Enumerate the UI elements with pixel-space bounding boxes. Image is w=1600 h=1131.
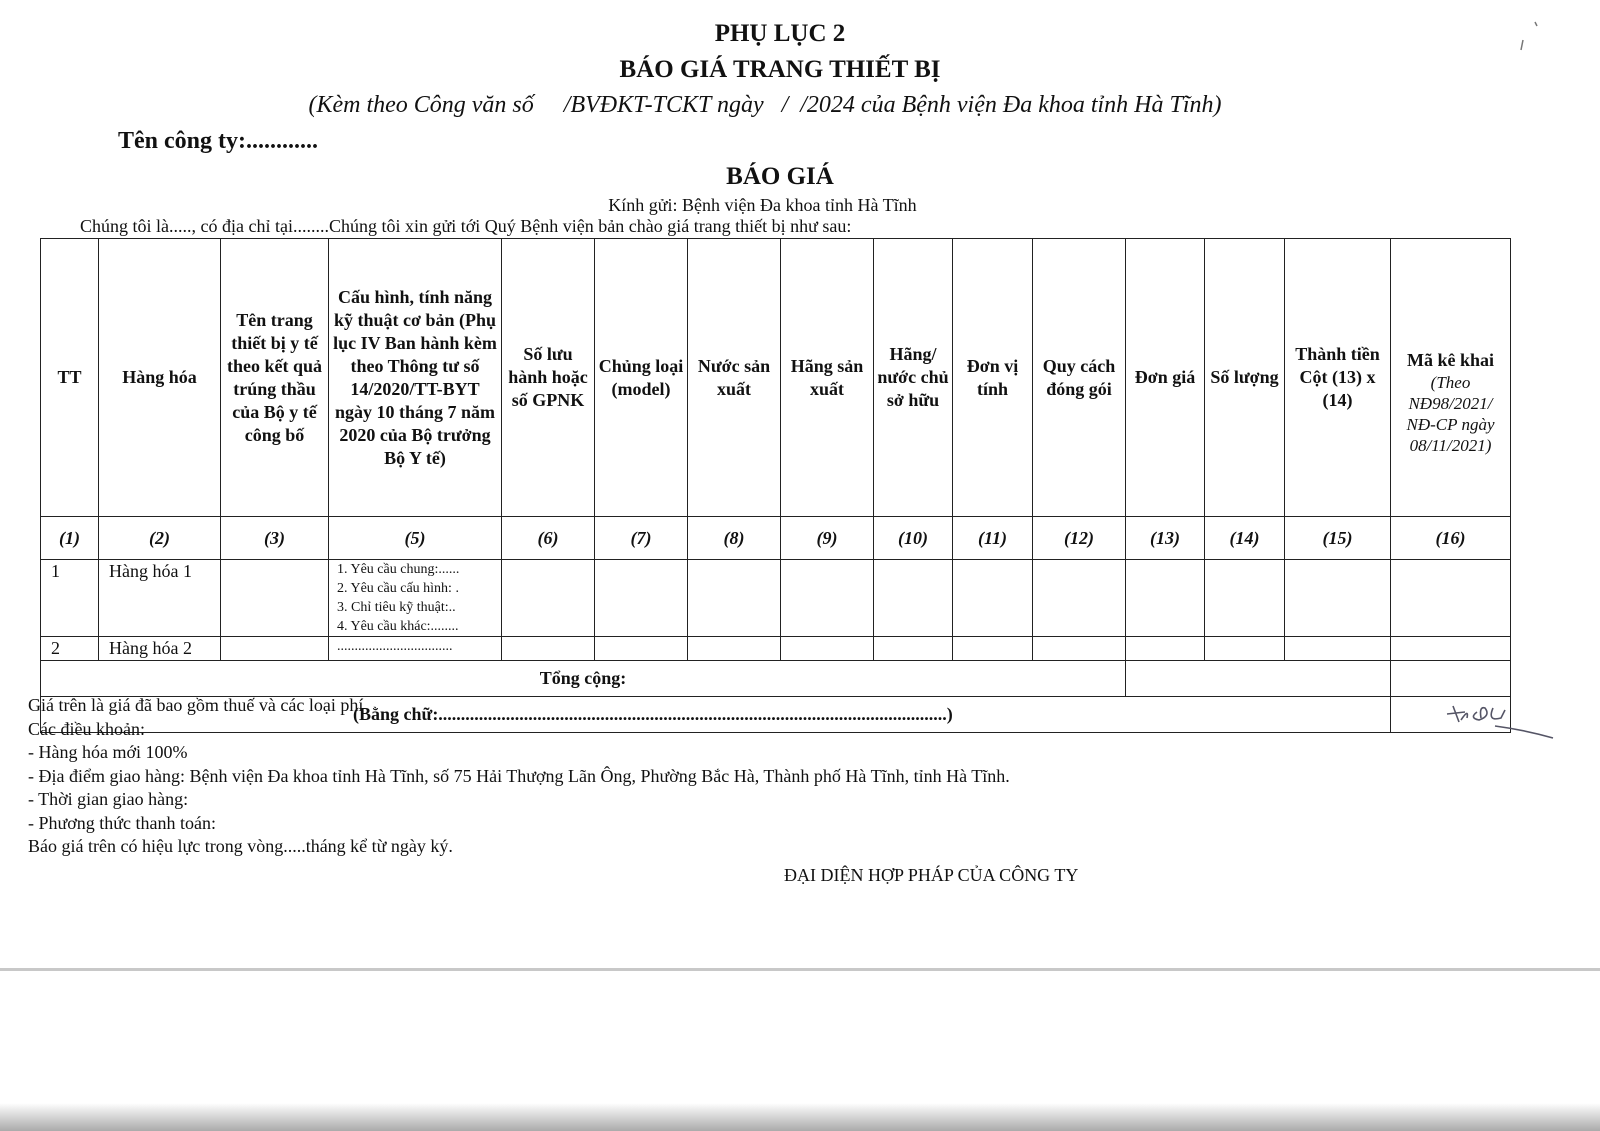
col-header: Quy cách đóng gói	[1032, 238, 1126, 517]
table-row: 1 Hàng hóa 1 1. Yêu cầu chung:...... 2. …	[40, 559, 1511, 637]
total-row: Tổng cộng:	[40, 660, 1511, 697]
note-line: - Phương thức thanh toán:	[28, 812, 217, 833]
col-header: Mã kê khai (Theo NĐ98/2021/ NĐ-CP ngày 0…	[1390, 238, 1511, 517]
scan-mark	[1520, 21, 1538, 51]
row-spec: 1. Yêu cầu chung:...... 2. Yêu cầu cấu h…	[328, 559, 502, 637]
col-number: (6)	[501, 516, 595, 560]
col-header-sub: (Theo NĐ98/2021/ NĐ-CP ngày 08/11/2021)	[1406, 373, 1495, 455]
col-number: (13)	[1125, 516, 1205, 560]
recipient: Kính gửi: Bệnh viện Đa khoa tỉnh Hà Tĩnh	[608, 195, 917, 215]
col-header: Hãng/ nước chủ sở hữu	[873, 238, 953, 517]
document-subtitle: (Kèm theo Công văn số /BVĐKT-TCKT ngày /…	[308, 92, 1222, 118]
quote-table: TT Hàng hóa Tên trang thiết bị y tế theo…	[40, 238, 1511, 733]
col-header: Hãng sản xuất	[780, 238, 874, 517]
col-header: Số lượng	[1204, 238, 1285, 517]
col-number: (7)	[594, 516, 688, 560]
spec-line: 3. Chỉ tiêu kỹ thuật:..	[337, 600, 456, 615]
col-number: (16)	[1390, 516, 1511, 560]
total-label: Tổng cộng:	[40, 660, 1126, 697]
col-number: (5)	[328, 516, 502, 560]
col-number: (8)	[687, 516, 781, 560]
note-line: Giá trên là giá đã bao gồm thuế và các l…	[28, 695, 364, 715]
col-number: (15)	[1284, 516, 1391, 560]
company-name: Tên công ty:............	[118, 128, 318, 154]
amount-in-words-row: (Bằng chữ:..............................…	[40, 696, 1511, 733]
col-header: Nước sản xuất	[687, 238, 781, 517]
col-header: Hàng hóa	[98, 238, 221, 517]
intro-text: Chúng tôi là....., có địa chỉ tại.......…	[80, 216, 852, 236]
col-header: Chủng loại (model)	[594, 238, 688, 517]
col-header: Tên trang thiết bị y tế theo kết quả trú…	[220, 238, 329, 517]
row-spec: .................................	[328, 636, 502, 661]
terms-notes: Giá trên là giá đã bao gồm thuế và các l…	[28, 694, 1010, 859]
col-number: (9)	[780, 516, 874, 560]
note-line: - Hàng hóa mới 100%	[28, 742, 188, 762]
col-header: Đơn vị tính	[952, 238, 1033, 517]
col-header: TT	[40, 238, 99, 517]
col-number: (3)	[220, 516, 329, 560]
col-header: Số lưu hành hoặc số GPNK	[501, 238, 595, 517]
scan-bottom-edge	[0, 1103, 1600, 1131]
spec-line: .................................	[337, 639, 453, 654]
note-line: Các điều khoản:	[28, 718, 145, 739]
document-title: BÁO GIÁ TRANG THIẾT BỊ	[619, 56, 941, 83]
total-value	[1125, 660, 1391, 697]
row-cell	[220, 559, 329, 637]
quote-title: BÁO GIÁ	[726, 163, 834, 190]
note-line: - Địa điểm giao hàng: Bệnh viện Đa khoa …	[28, 765, 1010, 786]
col-number: (12)	[1032, 516, 1126, 560]
col-number: (14)	[1204, 516, 1285, 560]
row-tt: 2	[40, 636, 99, 661]
col-number: (11)	[952, 516, 1033, 560]
row-item: Hàng hóa 1	[98, 559, 221, 637]
spec-line: 1. Yêu cầu chung:......	[337, 562, 460, 577]
col-number: (2)	[98, 516, 221, 560]
spec-line: 4. Yêu cầu khác:........	[337, 619, 459, 634]
column-number-row: (1) (2) (3) (5) (6) (7) (8) (9) (10) (11…	[40, 516, 1511, 560]
note-line: Báo giá trên có hiệu lực trong vòng.....…	[28, 836, 453, 856]
spec-line: 2. Yêu cầu cấu hình: .	[337, 581, 459, 596]
row-tt: 1	[40, 559, 99, 637]
col-header: Thành tiền Cột (13) x (14)	[1284, 238, 1391, 517]
table-row: 2 Hàng hóa 2 ...........................…	[40, 636, 1511, 661]
col-number: (10)	[873, 516, 953, 560]
header-row: TT Hàng hóa Tên trang thiết bị y tế theo…	[40, 238, 1511, 517]
col-number: (1)	[40, 516, 99, 560]
scan-edge-line	[0, 968, 1600, 971]
col-header: Cấu hình, tính năng kỹ thuật cơ bản (Phụ…	[328, 238, 502, 517]
col-header: Đơn giá	[1125, 238, 1205, 517]
initials-signature	[1446, 705, 1554, 739]
amount-in-words: (Bằng chữ:..............................…	[40, 696, 1391, 733]
row-item: Hàng hóa 2	[98, 636, 221, 661]
appendix-label: PHỤ LỤC 2	[714, 20, 846, 47]
col-header-label: Mã kê khai	[1406, 350, 1494, 370]
note-line: - Thời gian giao hàng:	[28, 789, 189, 809]
legal-representative: ĐẠI DIỆN HỢP PHÁP CỦA CÔNG TY	[784, 865, 1079, 885]
